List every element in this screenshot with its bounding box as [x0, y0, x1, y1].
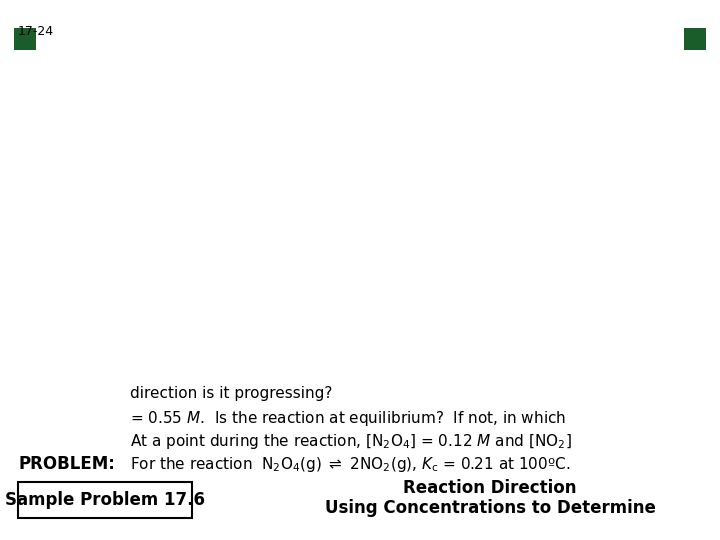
- Text: At a point during the reaction, $[\mathregular{N_2O_4}]$ = 0.12 $\mathit{M}$ and: At a point during the reaction, $[\mathr…: [130, 432, 572, 451]
- Text: For the reaction  $\mathregular{N_2O_4}$(g) $\rightleftharpoons$ $\mathregular{2: For the reaction $\mathregular{N_2O_4}$(…: [130, 455, 570, 474]
- Text: Sample Problem 17.6: Sample Problem 17.6: [5, 491, 205, 509]
- Text: 17-24: 17-24: [18, 25, 54, 38]
- Text: Using Concentrations to Determine: Using Concentrations to Determine: [325, 499, 655, 517]
- Text: Reaction Direction: Reaction Direction: [403, 479, 577, 497]
- FancyBboxPatch shape: [14, 28, 36, 50]
- Text: = 0.55 $\mathit{M}$.  Is the reaction at equilibrium?  If not, in which: = 0.55 $\mathit{M}$. Is the reaction at …: [130, 409, 566, 428]
- Text: PROBLEM:: PROBLEM:: [18, 455, 115, 473]
- Text: direction is it progressing?: direction is it progressing?: [130, 386, 333, 401]
- FancyBboxPatch shape: [684, 28, 706, 50]
- FancyBboxPatch shape: [18, 482, 192, 518]
